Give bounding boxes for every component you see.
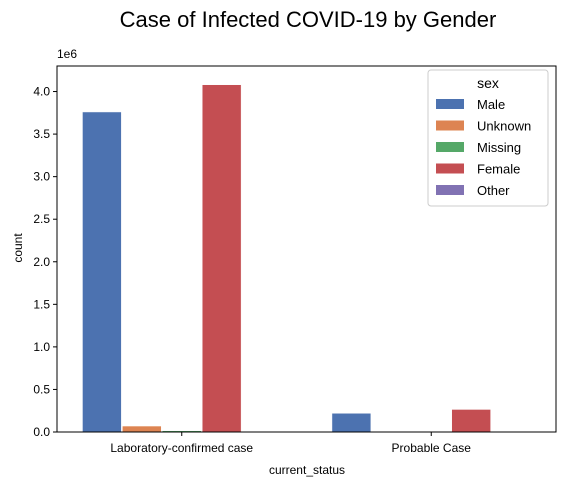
bar-unknown-0 [122, 426, 161, 432]
legend-swatch-female [436, 164, 464, 174]
bar-male-0 [82, 112, 121, 432]
y-tick-label: 2.0 [33, 255, 50, 269]
y-tick-label: 1.5 [33, 297, 50, 311]
chart-title: Case of Infected COVID-19 by Gender [120, 7, 497, 32]
legend-label-male: Male [477, 97, 505, 112]
y-axis-label: count [11, 233, 25, 263]
y-ticks-group: 0.0 0.5 1.0 1.5 2.0 2.5 3.0 3.5 4.0 [33, 85, 57, 439]
x-ticks-group: Laboratory-confirmed case Probable Case [110, 432, 471, 455]
y-tick-label: 0.0 [33, 425, 50, 439]
legend-swatch-unknown [436, 121, 464, 131]
y-tick-label: 0.5 [33, 382, 50, 396]
y-tick-label: 4.0 [33, 85, 50, 99]
bar-female-1 [452, 409, 491, 432]
y-tick-label: 2.5 [33, 212, 50, 226]
x-tick-label: Probable Case [392, 441, 472, 455]
legend-label-unknown: Unknown [477, 119, 531, 134]
legend: sex Male Unknown Missing Female Other [428, 70, 548, 206]
y-tick-label: 3.0 [33, 170, 50, 184]
legend-label-missing: Missing [477, 140, 521, 155]
bar-female-0 [202, 85, 241, 432]
legend-swatch-other [436, 185, 464, 195]
y-tick-label: 3.5 [33, 127, 50, 141]
legend-label-other: Other [477, 183, 510, 198]
y-tick-label: 1.0 [33, 340, 50, 354]
bar-male-1 [332, 413, 371, 432]
x-tick-label: Laboratory-confirmed case [110, 441, 253, 455]
x-axis-label: current_status [269, 463, 345, 477]
legend-title: sex [477, 75, 499, 91]
legend-label-female: Female [477, 162, 520, 177]
legend-swatch-male [436, 99, 464, 109]
y-multiplier-label: 1e6 [57, 47, 77, 61]
legend-swatch-missing [436, 142, 464, 152]
